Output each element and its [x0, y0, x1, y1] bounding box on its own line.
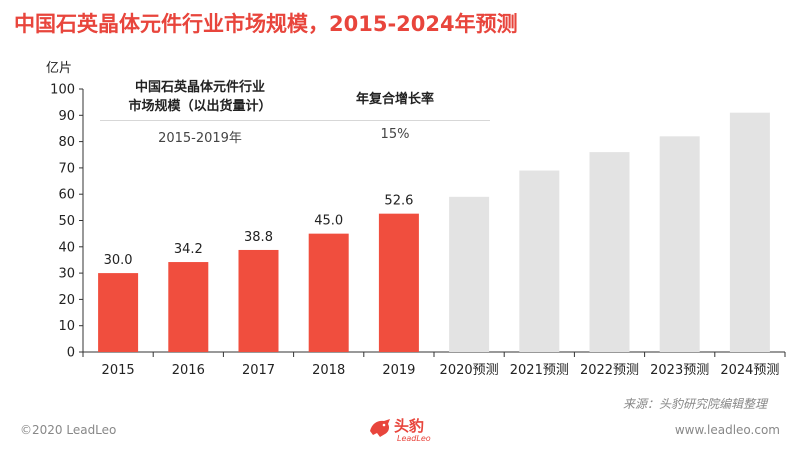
leadleo-logo: 头豹 LeadLeo — [368, 413, 448, 445]
y-tick-label: 60 — [58, 188, 75, 203]
x-tick-label: 2021预测 — [510, 363, 569, 378]
x-axis-labels: 2015 2016 2017 2018 2019 2020预测 2021预测 2022预测 20… — [102, 363, 780, 378]
data-label: 34.2 — [174, 242, 203, 257]
cagr-divider — [100, 120, 490, 121]
copyright-text: ©2020 LeadLeo — [20, 423, 117, 437]
website-link[interactable]: www.leadleo.com — [674, 423, 780, 437]
leopard-icon — [370, 419, 390, 437]
data-labels: 30.0 34.2 38.8 45.0 52.6 — [104, 194, 414, 268]
data-label: 38.8 — [244, 230, 273, 245]
data-label: 52.6 — [384, 194, 413, 209]
cagr-period: 2015-2019年 — [158, 131, 242, 146]
y-tick-label: 0 — [67, 346, 75, 361]
forecast-bar — [589, 152, 630, 352]
x-tick-label: 2017 — [242, 363, 275, 378]
y-axis-unit-label: 亿片 — [46, 61, 73, 76]
forecast-bar — [729, 112, 770, 352]
actual-bar — [308, 233, 349, 352]
y-tick-label: 30 — [58, 267, 75, 282]
y-tick-label: 100 — [50, 83, 75, 98]
y-tick-label: 50 — [58, 214, 75, 229]
x-tick-label: 2015 — [102, 363, 135, 378]
cagr-rate: 15% — [380, 127, 410, 142]
x-tick-label: 2022预测 — [580, 363, 639, 378]
y-tick-label: 80 — [58, 135, 75, 150]
x-tick-label: 2020预测 — [440, 363, 499, 378]
logo-cn-text: 头豹 — [394, 417, 425, 435]
y-tick-label: 40 — [58, 240, 75, 255]
cagr-header-left-line1: 中国石英晶体元件行业 — [134, 80, 265, 95]
forecast-bar — [659, 136, 700, 352]
y-tick-label: 70 — [58, 161, 75, 176]
data-label: 45.0 — [314, 214, 343, 229]
y-tick-label: 90 — [58, 109, 75, 124]
forecast-bar — [519, 170, 560, 352]
actual-bar — [378, 213, 419, 352]
cagr-header-left-line2: 市场规模（以出货量计） — [128, 99, 272, 114]
y-tick-label: 20 — [58, 293, 75, 308]
y-axis: 0 10 20 30 40 50 60 70 80 90 100 — [50, 83, 786, 361]
chart-title: 中国石英晶体元件行业市场规模，2015-2024年预测 — [14, 12, 518, 36]
cagr-header-right: 年复合增长率 — [355, 92, 434, 107]
x-tick-label: 2018 — [312, 363, 345, 378]
actual-bar — [168, 262, 209, 352]
x-tick-label: 2023预测 — [650, 363, 709, 378]
bars — [98, 112, 770, 352]
actual-bar — [98, 273, 139, 352]
actual-bar — [238, 249, 279, 352]
y-tick-label: 10 — [58, 319, 75, 334]
cagr-header-left: 中国石英晶体元件行业 市场规模（以出货量计） — [100, 78, 300, 116]
data-label: 30.0 — [104, 253, 133, 268]
x-tick-label: 2019 — [382, 363, 415, 378]
x-tick-label: 2016 — [172, 363, 205, 378]
logo-en-text: LeadLeo — [397, 434, 431, 443]
forecast-bar — [449, 196, 490, 352]
x-tick-label: 2024预测 — [720, 363, 779, 378]
source-note: 来源：头豹研究院编辑整理 — [622, 397, 767, 411]
